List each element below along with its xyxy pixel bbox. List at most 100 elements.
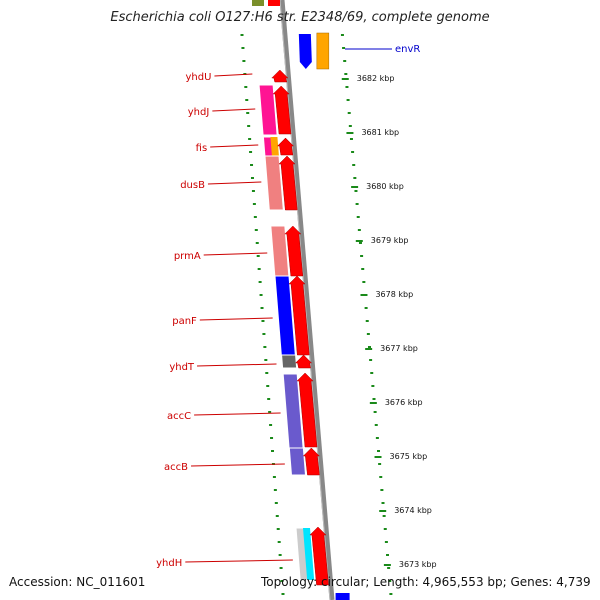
gene-leader-line — [207, 181, 262, 185]
major-tick — [360, 294, 368, 296]
outer-tick — [355, 203, 359, 205]
outer-tick — [345, 86, 349, 88]
inner-tick — [260, 307, 264, 309]
inner-tick — [276, 528, 280, 530]
position-label: 3679 kbp — [371, 236, 409, 245]
inner-tick — [258, 281, 262, 283]
outer-tick — [358, 242, 362, 244]
inner-tick — [265, 372, 269, 374]
gene-arrow — [294, 354, 313, 369]
outer-tick — [388, 580, 392, 582]
gene-label-accB: accB — [164, 462, 188, 473]
outer-tick — [353, 177, 357, 179]
backbone-line — [279, 0, 335, 600]
outer-tick — [356, 216, 360, 218]
outer-tick — [383, 528, 387, 530]
gene-arrow — [271, 69, 289, 83]
outer-tick — [342, 47, 346, 49]
gene-leader-line — [194, 412, 281, 416]
inner-tick — [277, 541, 281, 543]
position-labels: 3682 kbp 3681 kbp 3680 kbp 3679 kbp 3678 kbp… — [357, 74, 437, 569]
inner-tick — [244, 86, 248, 88]
accession-text: Accession: NC_011601 — [9, 575, 146, 589]
inner-tick — [257, 268, 261, 270]
major-tick — [341, 78, 349, 80]
cog-block — [281, 354, 298, 369]
summary-text: Topology: circular; Length: 4,965,553 bp… — [261, 575, 591, 589]
inner-tick — [259, 294, 263, 296]
outer-tick — [372, 398, 376, 400]
backbone-highlight — [279, 0, 331, 600]
position-label: 3674 kbp — [394, 506, 432, 515]
inner-tick — [281, 593, 285, 595]
gene-label-yhdJ: yhdJ — [188, 107, 210, 118]
outer-tick — [357, 229, 361, 231]
major-tick — [379, 510, 387, 512]
inner-tick — [254, 229, 258, 231]
position-label: 3677 kbp — [380, 344, 418, 353]
outer-tick — [365, 320, 369, 322]
gene-label-panF: panF — [172, 316, 197, 327]
position-label: 3673 kbp — [399, 560, 437, 569]
outer-tick — [367, 346, 371, 348]
outer-tick — [351, 151, 355, 153]
gene-leader-line — [197, 363, 277, 367]
inner-tick — [280, 580, 284, 582]
gene-leader-line — [199, 317, 273, 321]
position-label: 3680 kbp — [366, 182, 404, 191]
inner-tick — [279, 567, 283, 569]
gene-leader-line — [203, 252, 268, 256]
gene-arrow — [309, 526, 329, 586]
inner-tick — [261, 320, 265, 322]
inner-tick — [252, 203, 256, 205]
gene-label-yhdH: yhdH — [156, 558, 182, 569]
inner-tick — [271, 450, 274, 452]
major-tick — [351, 186, 359, 188]
backbone — [279, 0, 335, 600]
outer-tick — [340, 34, 344, 36]
outer-tick — [347, 112, 351, 114]
gene-labels: yhdU yhdJ fis dusB prmA panF yhdT accC accB yhdH e… — [156, 44, 420, 569]
cog-block — [288, 447, 307, 476]
outer-tick — [387, 567, 391, 569]
map-title: Escherichia coli O127:H6 str. E2348/69, … — [110, 10, 490, 25]
outer-tick — [369, 359, 373, 361]
outer-tick — [370, 372, 374, 374]
outer-tick — [384, 541, 388, 543]
inner-tick — [264, 359, 268, 361]
outer-tick — [371, 385, 375, 387]
outer-tick — [343, 60, 347, 62]
outer-tick — [380, 489, 384, 491]
outer-tick — [366, 333, 370, 335]
top-gene-arrow — [268, 0, 280, 6]
outer-tick — [373, 411, 377, 413]
gene-label-yhdU: yhdU — [186, 72, 212, 83]
major-tick — [374, 456, 382, 458]
bottom-cog-block — [335, 593, 350, 600]
envR-arrow — [298, 34, 312, 69]
inner-tick — [267, 398, 271, 400]
gene-label-yhdT: yhdT — [169, 362, 195, 373]
inner-tick — [250, 177, 254, 179]
outer-tick — [349, 138, 353, 140]
inner-tick — [245, 99, 249, 101]
gene-arrow — [276, 137, 295, 156]
position-label: 3675 kbp — [390, 452, 428, 461]
cog-block-split — [270, 137, 279, 156]
inner-tick — [251, 190, 255, 192]
top-cog-block — [252, 0, 264, 6]
inner-tick — [272, 476, 276, 478]
gene-label-dusB: dusB — [180, 180, 205, 191]
outer-tick — [348, 125, 352, 127]
inner-tick — [269, 424, 273, 426]
inner-tick — [270, 437, 274, 439]
outer-tick — [374, 424, 378, 426]
gene-label-envR: envR — [395, 44, 420, 55]
outer-tick — [361, 268, 365, 270]
outer-tick — [378, 463, 382, 465]
gene-leader-line — [191, 463, 285, 467]
position-label: 3678 kbp — [375, 290, 413, 299]
major-tick — [365, 348, 373, 350]
inner-tick — [255, 242, 259, 244]
